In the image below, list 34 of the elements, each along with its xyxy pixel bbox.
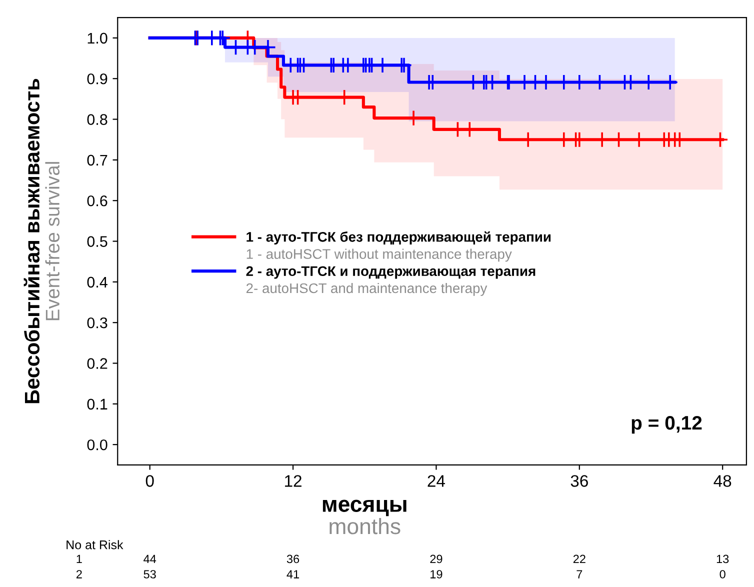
text: 53 <box>144 570 156 578</box>
text: 36 <box>286 554 300 564</box>
annotation: p = 0,12 <box>632 416 702 434</box>
x-axis-title: месяцы months <box>322 500 406 534</box>
text: 13 <box>716 554 729 564</box>
y-tick-label: 0.8 <box>87 114 108 125</box>
legend-label: 2 - ауто-ТГСК и поддерживающая терапия 2- autoHSCT and maintenance therapy <box>246 266 536 296</box>
text: 1 <box>76 554 82 564</box>
y-tick-label: 0.6 <box>87 195 108 206</box>
x-tick-label: 24 <box>428 475 445 487</box>
y-tick-label: 0.5 <box>87 236 108 247</box>
text: 7 <box>576 570 582 578</box>
text: 0 <box>720 570 726 578</box>
x-tick-label: 0 <box>146 475 154 487</box>
x-tick-label: 48 <box>714 475 732 487</box>
text: No at Risk <box>66 540 124 550</box>
text: 19 <box>430 570 442 578</box>
y-tick-label: 1.0 <box>88 32 108 44</box>
text: 2 <box>76 570 82 578</box>
y-tick-label: 0.4 <box>87 276 108 288</box>
y-tick-label: 0.3 <box>87 317 108 328</box>
y-tick-label: 0.7 <box>87 154 108 166</box>
legend-label: 1 - ауто-ТГСК без поддерживающей терапии 1 - autoHSCT without maintenance therapy <box>246 231 551 262</box>
text: 44 <box>144 554 156 564</box>
text: 29 <box>430 554 442 564</box>
text: 22 <box>573 554 586 564</box>
y-tick-label: 0.9 <box>87 73 108 84</box>
y-tick-label: 0.2 <box>87 358 108 369</box>
text: 41 <box>286 570 300 578</box>
x-tick-label: 36 <box>570 475 588 487</box>
x-tick-label: 12 <box>285 475 302 487</box>
y-tick-label: 0.0 <box>87 439 108 450</box>
y-tick-label: 0.1 <box>87 398 108 410</box>
y-axis-title: Бессобытийная выживаемость Event-free survival <box>24 78 60 404</box>
